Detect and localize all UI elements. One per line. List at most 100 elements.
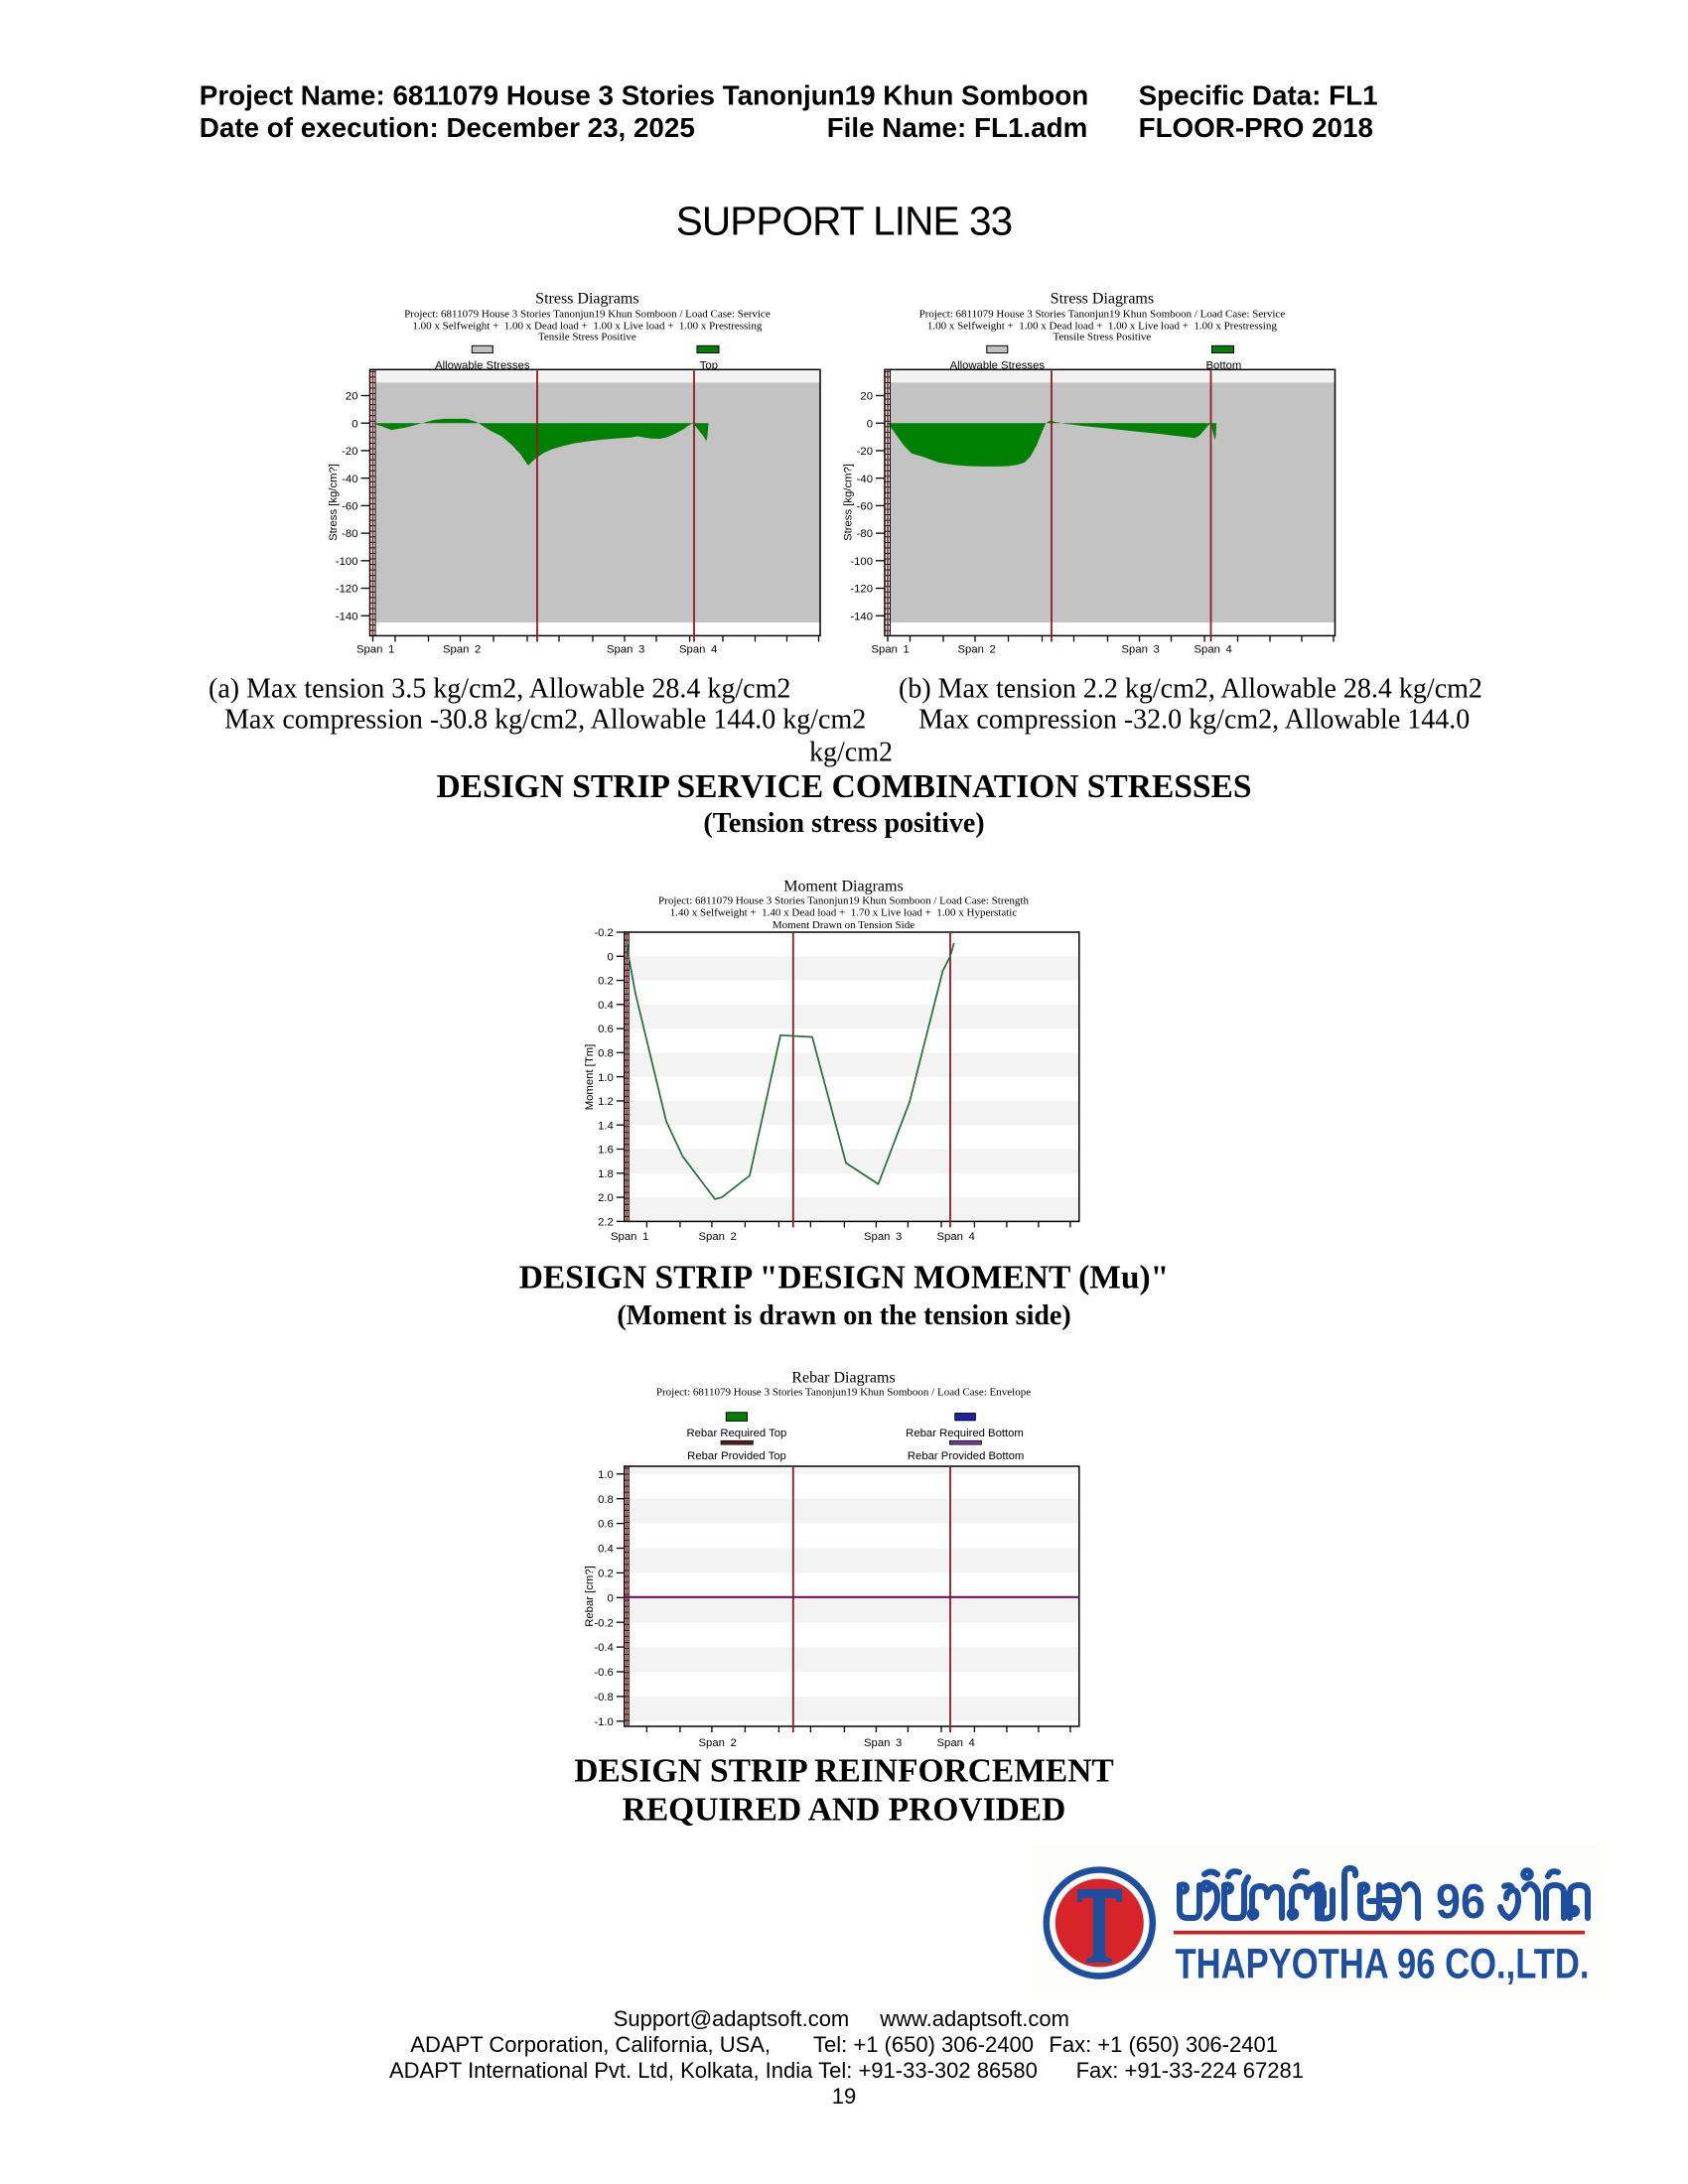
svg-text:-100: -100 — [850, 556, 873, 568]
svg-text:Rebar Provided Bottom: Rebar Provided Bottom — [908, 1450, 1024, 1462]
svg-text:Rebar Required Bottom: Rebar Required Bottom — [906, 1428, 1024, 1439]
svg-text:0.6: 0.6 — [598, 1519, 614, 1531]
svg-text:-1.0: -1.0 — [594, 1716, 613, 1728]
svg-text:Moment Diagrams: Moment Diagrams — [783, 879, 903, 895]
svg-text:4: 4 — [969, 1231, 975, 1243]
svg-text:-0.8: -0.8 — [594, 1692, 613, 1704]
svg-text:Span: Span — [699, 1737, 725, 1749]
svg-text:2: 2 — [731, 1231, 737, 1243]
svg-text:-80: -80 — [342, 528, 357, 540]
svg-text:Span: Span — [356, 644, 382, 656]
svg-text:19: 19 — [832, 2084, 856, 2109]
svg-text:Allowable Stresses: Allowable Stresses — [950, 359, 1046, 371]
svg-text:-0.2: -0.2 — [594, 1617, 613, 1629]
svg-text:0: 0 — [608, 951, 614, 963]
svg-text:-120: -120 — [850, 584, 873, 596]
svg-text:-20: -20 — [857, 446, 873, 458]
svg-text:Project Name: 6811079 House 3: Project Name: 6811079 House 3 Stories Ta… — [200, 80, 1088, 111]
svg-text:0: 0 — [867, 418, 873, 430]
svg-text:4: 4 — [711, 644, 717, 656]
svg-text:2.2: 2.2 — [598, 1217, 614, 1229]
svg-text:0.4: 0.4 — [598, 1000, 614, 1012]
svg-text:SUPPORT LINE 33: SUPPORT LINE 33 — [676, 199, 1012, 244]
svg-text:Span: Span — [679, 644, 705, 656]
svg-text:Date of execution: December 23: Date of execution: December 23, 2025 — [200, 112, 695, 143]
svg-text:Project: 6811079 House 3 Stori: Project: 6811079 House 3 Stories Tanonju… — [404, 308, 771, 320]
svg-text:1.0: 1.0 — [598, 1469, 614, 1481]
svg-text:1.0: 1.0 — [598, 1072, 614, 1084]
svg-text:1.40 x Selfweight + 1.40 x De: 1.40 x Selfweight + 1.40 x Dead load + 1… — [670, 907, 1018, 919]
svg-text:4: 4 — [969, 1737, 975, 1749]
svg-text:Project: 6811079 House 3 Stori: Project: 6811079 House 3 Stories Tanonju… — [919, 308, 1286, 320]
svg-text:1.2: 1.2 — [598, 1096, 614, 1108]
svg-text:Span: Span — [872, 644, 898, 656]
svg-text:Stress [kg/cm?]: Stress [kg/cm?] — [843, 464, 855, 541]
svg-text:0.8: 0.8 — [598, 1494, 614, 1506]
svg-text:Rebar [cm?]: Rebar [cm?] — [584, 1566, 596, 1627]
svg-text:Tensile Stress Positive: Tensile Stress Positive — [538, 332, 636, 343]
svg-text:1.8: 1.8 — [598, 1168, 614, 1180]
svg-text:0.8: 0.8 — [598, 1048, 614, 1060]
svg-text:Fax: +91-33-224 67281: Fax: +91-33-224 67281 — [1076, 2058, 1304, 2083]
svg-text:Tensile Stress Positive: Tensile Stress Positive — [1053, 332, 1151, 343]
svg-text:Span: Span — [611, 1231, 636, 1243]
svg-text:96: 96 — [1436, 1875, 1485, 1929]
svg-text:0.4: 0.4 — [598, 1544, 614, 1556]
svg-text:Bottom: Bottom — [1206, 359, 1242, 371]
svg-text:2: 2 — [731, 1737, 737, 1749]
svg-text:-100: -100 — [336, 556, 358, 568]
svg-text:Span: Span — [864, 1231, 890, 1243]
svg-text:3: 3 — [896, 1231, 902, 1243]
svg-text:0: 0 — [352, 418, 357, 430]
svg-text:Rebar Required Top: Rebar Required Top — [686, 1428, 786, 1439]
svg-text:(b) Max tension 2.2 kg/cm2, Al: (b) Max tension 2.2 kg/cm2, Allowable 28… — [899, 674, 1482, 705]
svg-text:REQUIRED AND PROVIDED: REQUIRED AND PROVIDED — [623, 1791, 1066, 1828]
svg-text:20: 20 — [346, 391, 358, 403]
svg-text:-80: -80 — [857, 528, 873, 540]
svg-text:Support@adaptsoft.com: Support@adaptsoft.com — [614, 2006, 850, 2031]
svg-text:Fax: +1 (650) 306-2401: Fax: +1 (650) 306-2401 — [1049, 2032, 1278, 2057]
svg-text:4: 4 — [1226, 644, 1232, 656]
svg-text:(Tension stress positive): (Tension stress positive) — [703, 808, 984, 839]
svg-text:DESIGN STRIP REINFORCEMENT: DESIGN STRIP REINFORCEMENT — [574, 1753, 1114, 1790]
svg-text:1: 1 — [388, 644, 394, 656]
svg-text:1: 1 — [642, 1231, 648, 1243]
svg-text:Top: Top — [700, 359, 718, 371]
svg-text:-20: -20 — [342, 446, 357, 458]
svg-text:kg/cm2: kg/cm2 — [809, 738, 893, 768]
svg-text:-0.4: -0.4 — [594, 1642, 613, 1654]
svg-text:DESIGN STRIP "DESIGN MOMENT (M: DESIGN STRIP "DESIGN MOMENT (Mu)" — [519, 1259, 1170, 1296]
svg-text:Rebar Diagrams: Rebar Diagrams — [791, 1370, 895, 1387]
svg-text:0.2: 0.2 — [598, 1569, 614, 1580]
svg-text:Stress Diagrams: Stress Diagrams — [535, 291, 638, 308]
svg-text:3: 3 — [638, 644, 644, 656]
svg-text:ADAPT Corporation, California,: ADAPT Corporation, California, USA, — [410, 2032, 771, 2057]
svg-text:DESIGN STRIP SERVICE COMBINATI: DESIGN STRIP SERVICE COMBINATION STRESSE… — [436, 768, 1251, 805]
svg-text:0.6: 0.6 — [598, 1024, 614, 1035]
svg-text:Max compression -30.8 kg/cm2,: Max compression -30.8 kg/cm2, Allowable … — [224, 705, 866, 736]
svg-text:www.adaptsoft.com: www.adaptsoft.com — [879, 2006, 1069, 2031]
svg-text:1: 1 — [904, 644, 910, 656]
svg-text:File Name: FL1.adm: File Name: FL1.adm — [827, 112, 1088, 143]
svg-text:-140: -140 — [336, 611, 358, 622]
svg-text:-0.2: -0.2 — [594, 927, 613, 939]
svg-text:2: 2 — [990, 644, 996, 656]
svg-text:Span: Span — [937, 1737, 963, 1749]
svg-text:-60: -60 — [857, 501, 873, 513]
svg-text:Moment [Tm]: Moment [Tm] — [584, 1044, 596, 1111]
svg-text:Span: Span — [443, 644, 469, 656]
svg-text:Span: Span — [958, 644, 984, 656]
svg-text:Span: Span — [699, 1231, 725, 1243]
svg-text:Project: 6811079 House 3 Stori: Project: 6811079 House 3 Stories Tanonju… — [656, 1387, 1031, 1399]
svg-text:Allowable Stresses: Allowable Stresses — [435, 359, 530, 371]
svg-text:Max compression -32.0 kg/cm2,: Max compression -32.0 kg/cm2, Allowable … — [918, 705, 1470, 736]
svg-text:-60: -60 — [342, 501, 357, 513]
svg-text:0.2: 0.2 — [598, 976, 614, 988]
svg-text:ADAPT International Pvt. Ltd,: ADAPT International Pvt. Ltd, Kolkata, I… — [389, 2058, 1038, 2083]
svg-text:-0.6: -0.6 — [594, 1667, 613, 1679]
svg-text:Span: Span — [864, 1737, 890, 1749]
svg-text:Specific Data: FL1: Specific Data: FL1 — [1139, 80, 1378, 111]
svg-text:Project: 6811079 House 3 Stori: Project: 6811079 House 3 Stories Tanonju… — [658, 895, 1029, 907]
svg-text:Span: Span — [937, 1231, 963, 1243]
svg-text:Span: Span — [607, 644, 633, 656]
